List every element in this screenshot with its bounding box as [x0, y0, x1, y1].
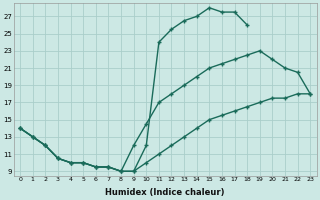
X-axis label: Humidex (Indice chaleur): Humidex (Indice chaleur) [106, 188, 225, 197]
